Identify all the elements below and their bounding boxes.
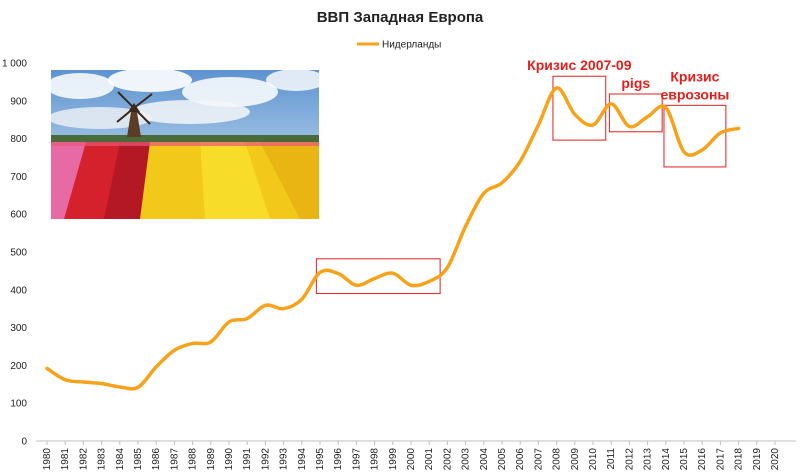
- x-tick-label: 1984: [115, 448, 126, 471]
- annotation-label: еврозоны: [660, 86, 729, 102]
- y-tick-label: 100: [10, 399, 27, 410]
- y-tick-label: 0: [21, 437, 27, 448]
- x-tick-label: 1997: [351, 448, 362, 471]
- annotation-label: Кризис: [670, 68, 719, 84]
- x-tick-label: 2014: [661, 448, 672, 471]
- y-tick-label: 800: [10, 134, 27, 145]
- y-tick-label: 400: [10, 285, 27, 296]
- x-tick-label: 1996: [333, 448, 344, 471]
- x-tick-label: 2003: [461, 448, 472, 471]
- x-tick-label: 1992: [260, 448, 271, 471]
- x-tick-label: 2012: [624, 448, 635, 471]
- x-tick-label: 2006: [515, 448, 526, 471]
- x-tick-label: 2020: [770, 448, 781, 471]
- x-tick-label: 1990: [224, 448, 235, 471]
- x-tick-label: 1987: [169, 448, 180, 471]
- x-tick-label: 2010: [588, 448, 599, 471]
- x-tick-label: 1999: [388, 448, 399, 471]
- annotation-box: [552, 75, 607, 141]
- x-tick-label: 2013: [643, 448, 654, 471]
- x-tick-label: 2018: [734, 448, 745, 471]
- y-tick-label: 600: [10, 210, 27, 221]
- annotation-label: pigs: [621, 75, 650, 91]
- annotations: Кризис 2007-09 pigs Кризис еврозоны: [315, 57, 729, 295]
- x-tick-label: 1993: [279, 448, 290, 471]
- chart-title: ВВП Западная Европа: [317, 9, 484, 26]
- y-tick-label: 900: [10, 96, 27, 107]
- legend-label-netherlands: Нидерланды: [382, 40, 441, 51]
- tulip-field-photo: [51, 70, 319, 219]
- x-tick-label: 1981: [60, 448, 71, 471]
- series-line-netherlands: [45, 86, 741, 391]
- x-tick-label: 2002: [442, 448, 453, 471]
- x-axis: 1980 1981 1982 1983 1984 1985 1986 1987 1988 1989…: [42, 441, 781, 470]
- x-tick-label: 2007: [533, 448, 544, 471]
- x-tick-label: 1998: [370, 448, 381, 471]
- y-tick-label: 200: [10, 361, 27, 372]
- y-tick-label: 1 000: [2, 59, 27, 70]
- x-tick-label: 1986: [151, 448, 162, 471]
- annotation-box: [663, 104, 727, 168]
- x-tick-label: 2016: [697, 448, 708, 471]
- x-tick-label: 1991: [242, 448, 253, 471]
- y-tick-label: 300: [10, 323, 27, 334]
- x-tick-label: 1985: [133, 448, 144, 471]
- x-tick-label: 2019: [752, 448, 763, 471]
- x-tick-label: 2005: [497, 448, 508, 471]
- y-axis: 0 100 200 300 400 500 600 700 800 900 1 000: [2, 59, 27, 448]
- x-tick-label: 2017: [715, 448, 726, 471]
- x-tick-label: 2008: [552, 448, 563, 471]
- x-tick-label: 1983: [97, 448, 108, 471]
- x-tick-label: 2004: [479, 448, 490, 471]
- y-tick-label: 700: [10, 172, 27, 183]
- annotation-box: [608, 93, 663, 133]
- x-tick-label: 2011: [606, 448, 617, 470]
- legend: Нидерланды: [357, 40, 441, 51]
- x-tick-label: 1982: [78, 448, 89, 471]
- x-tick-label: 1989: [206, 448, 217, 471]
- y-tick-label: 500: [10, 248, 27, 259]
- x-tick-label: 1980: [42, 448, 53, 471]
- x-tick-label: 2001: [424, 448, 435, 471]
- x-tick-label: 2015: [679, 448, 690, 471]
- x-tick-label: 1988: [188, 448, 199, 471]
- x-tick-label: 2000: [406, 448, 417, 471]
- annotation-label: Кризис 2007-09: [527, 57, 632, 73]
- x-tick-label: 1994: [297, 448, 308, 471]
- x-tick-label: 2009: [570, 448, 581, 471]
- x-tick-label: 1995: [315, 448, 326, 471]
